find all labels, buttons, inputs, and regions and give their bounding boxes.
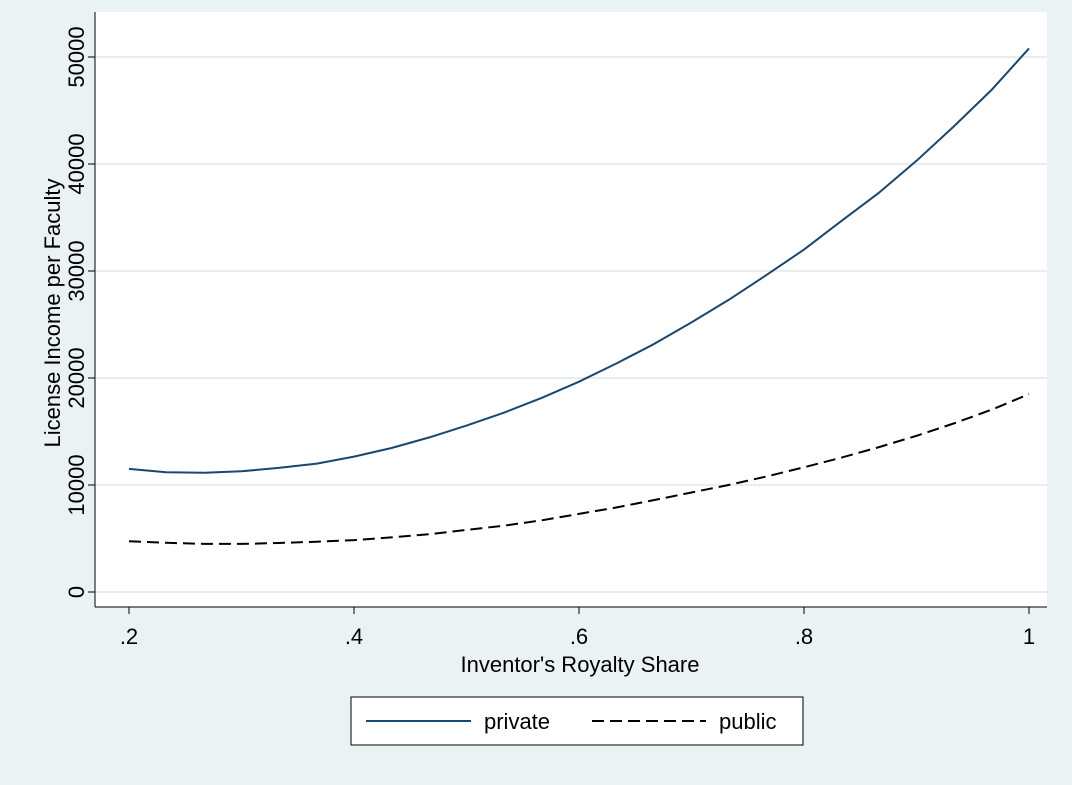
y-tick-label: 0: [64, 586, 89, 598]
x-axis-label: Inventor's Royalty Share: [461, 652, 700, 677]
series-line-public: [128, 393, 1030, 545]
y-tick-label: 40000: [64, 133, 89, 194]
x-tick-label: .6: [570, 624, 588, 649]
legend-label-private: private: [484, 709, 550, 734]
legend: private public: [350, 696, 804, 746]
x-tick-label: 1: [1023, 624, 1035, 649]
x-tick-label: .2: [120, 624, 138, 649]
legend-label-public: public: [719, 709, 776, 734]
y-tick-label: 50000: [64, 26, 89, 87]
y-tick-label: 30000: [64, 240, 89, 301]
series-line-private: [128, 47, 1030, 474]
series-layer: [128, 47, 1030, 545]
y-axis-label: License Income per Faculty: [40, 178, 65, 447]
y-tick-label: 20000: [64, 347, 89, 408]
y-tick-label: 10000: [64, 454, 89, 515]
grid-layer: [96, 56, 1047, 593]
axis-layer: 0 10000 20000 30000 40000 50000 .2 .4 .6 .8 1: [64, 12, 1047, 649]
plot-region: [95, 12, 1047, 607]
x-tick-label: .4: [345, 624, 363, 649]
x-tick-label: .8: [795, 624, 813, 649]
